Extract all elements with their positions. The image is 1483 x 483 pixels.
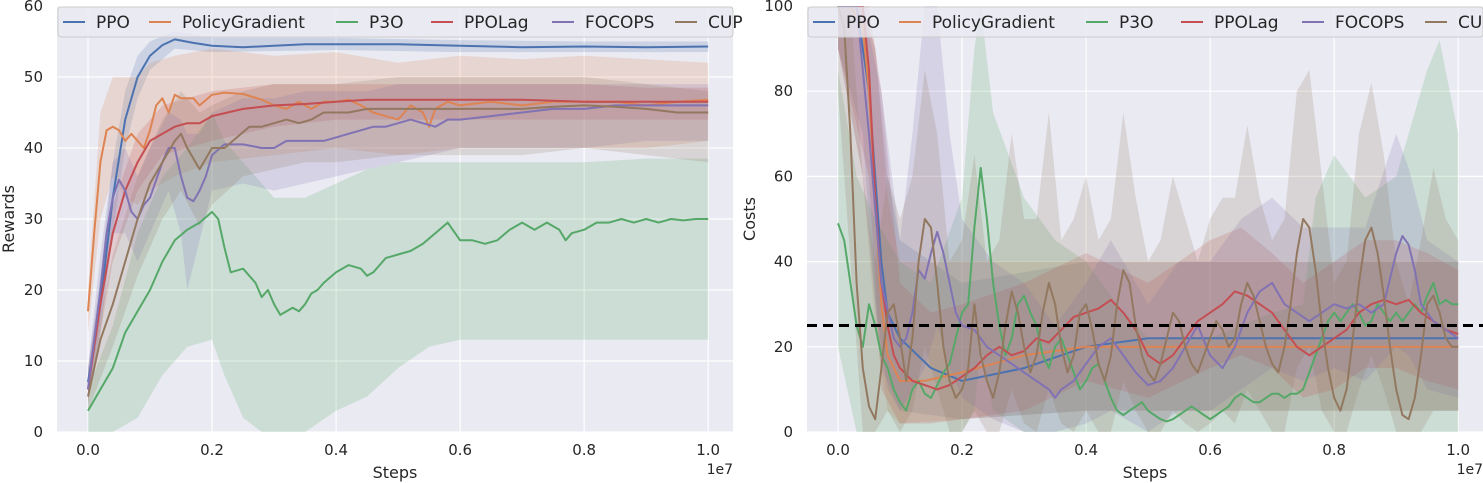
confidence-band-ppo xyxy=(88,30,709,397)
x-tick-label: 0.8 xyxy=(1322,441,1346,459)
x-tick-label: 0.8 xyxy=(572,441,596,459)
confidence-band-p3o xyxy=(88,112,709,432)
legend-box xyxy=(807,6,1483,38)
confidence-band-policygradient xyxy=(838,6,1459,424)
legend-label-cup: CUP xyxy=(1458,13,1483,33)
x-tick-label: 1.0 xyxy=(696,441,720,459)
legend-label-ppo: PPO xyxy=(846,13,880,33)
confidence-band-ppolag xyxy=(838,6,1459,424)
confidence-band-focops xyxy=(88,84,709,404)
x-tick-label: 0.4 xyxy=(324,441,348,459)
series-line-ppo xyxy=(87,38,709,383)
legend-label-ppolag: PPOLag xyxy=(1214,13,1279,33)
y-tick-label: 50 xyxy=(24,68,43,86)
series-line-policygradient xyxy=(87,91,709,312)
legend: PPO PolicyGradient P3O PPOLag FOCOPS CUP xyxy=(57,6,743,38)
x-tick-label: 0.4 xyxy=(1074,441,1098,459)
y-tick-label: 30 xyxy=(24,210,43,228)
legend-box xyxy=(57,6,734,38)
x-axis-label: Steps xyxy=(373,463,418,482)
x-tick-label: 0.2 xyxy=(200,441,224,459)
legend-label-p3o: P3O xyxy=(369,13,403,33)
chart-panel-1: 0.0 0.2 0.4 0.6 0.8 1.0 0 10 20 30 40 50 60 Steps Rewa… xyxy=(0,0,743,482)
y-tick-label: 0 xyxy=(783,423,793,441)
y-tick-label: 40 xyxy=(24,139,43,157)
x-offset-label: 1e7 xyxy=(1457,462,1483,478)
y-tick-label: 10 xyxy=(24,352,43,370)
y-tick-label: 40 xyxy=(774,253,793,271)
y-tick-label: 60 xyxy=(24,0,43,15)
confidence-band-ppolag xyxy=(88,84,709,404)
legend-label-policygradient: PolicyGradient xyxy=(182,13,305,33)
y-axis-label: Costs xyxy=(740,197,759,241)
legend-label-cup: CUP xyxy=(708,13,743,33)
plot-area xyxy=(87,30,709,432)
x-tick-label: 0.0 xyxy=(826,441,850,459)
legend-label-ppo: PPO xyxy=(96,13,130,33)
series-line-cup xyxy=(87,104,709,397)
y-tick-label: 100 xyxy=(764,0,793,15)
x-tick-label: 0.6 xyxy=(448,441,472,459)
legend-label-focops: FOCOPS xyxy=(1335,13,1404,33)
legend-label-p3o: P3O xyxy=(1119,13,1153,33)
x-axis-label: Steps xyxy=(1123,463,1168,482)
series-line-p3o xyxy=(837,166,1459,423)
series-line-policygradient xyxy=(838,6,1459,382)
legend: PPO PolicyGradient P3O PPOLag FOCOPS CUP xyxy=(807,6,1483,38)
plot-area xyxy=(807,6,1483,432)
confidence-band-cup xyxy=(88,77,709,411)
series-line-p3o xyxy=(87,210,709,412)
confidence-band-policygradient xyxy=(88,48,709,333)
y-tick-label: 60 xyxy=(774,167,793,185)
y-tick-label: 20 xyxy=(24,281,43,299)
legend-label-ppolag: PPOLag xyxy=(464,13,529,33)
legend-label-policygradient: PolicyGradient xyxy=(932,13,1055,33)
y-tick-label: 80 xyxy=(774,82,793,100)
y-tick-label: 20 xyxy=(774,338,793,356)
x-tick-label: 1.0 xyxy=(1446,441,1470,459)
y-tick-label: 0 xyxy=(33,423,43,441)
legend-label-focops: FOCOPS xyxy=(585,13,654,33)
y-axis-label: Rewards xyxy=(0,185,18,253)
chart-panel-2: 0.0 0.2 0.4 0.6 0.8 1.0 0 20 40 60 80 100 Steps Costs… xyxy=(740,0,1483,482)
x-tick-label: 0.2 xyxy=(950,441,974,459)
series-line-ppolag xyxy=(87,98,709,390)
x-offset-label: 1e7 xyxy=(707,462,733,478)
x-tick-label: 0.6 xyxy=(1198,441,1222,459)
series-line-focops xyxy=(838,6,1459,399)
x-tick-label: 0.0 xyxy=(76,441,100,459)
